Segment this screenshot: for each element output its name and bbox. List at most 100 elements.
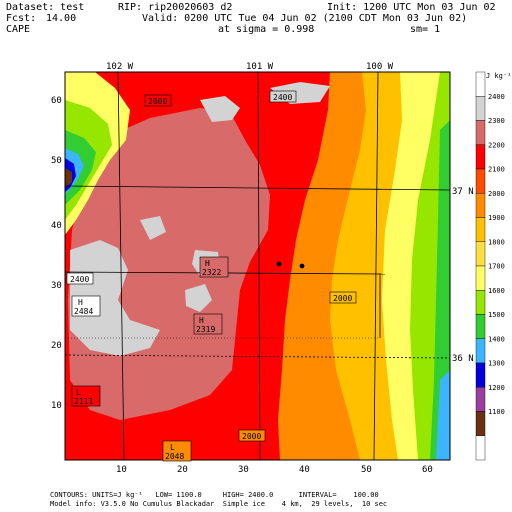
- parallel-36n: [65, 354, 450, 359]
- colorbar-level-label: 1900: [488, 214, 505, 222]
- lon-label-102w: 102 W: [106, 62, 134, 72]
- colorbar-level-label: 1100: [488, 408, 505, 416]
- x-tick-30: 30: [238, 465, 249, 475]
- footer-model-info: Model info: V3.5.0 No Cumulus Blackadar …: [50, 500, 388, 508]
- y-axis: 10 20 30 40 50 60: [51, 96, 62, 411]
- contour-label-2000-top: 2000: [144, 94, 172, 107]
- colorbar-swatch: [475, 314, 486, 339]
- svg-text:H: H: [199, 316, 204, 325]
- colorbar-swatch: [475, 338, 486, 364]
- y-tick-40: 40: [51, 221, 62, 231]
- colorbar-swatch: [475, 411, 486, 436]
- colorbar-swatch: [475, 168, 486, 194]
- colorbar-swatch: [475, 120, 486, 145]
- colorbar-level-label: 1600: [488, 287, 505, 295]
- colorbar-level-label: 1300: [488, 360, 505, 368]
- svg-text:L: L: [170, 443, 175, 452]
- svg-text:2484: 2484: [74, 307, 93, 316]
- station-dot: [299, 263, 305, 269]
- parallel-37n: [65, 185, 450, 191]
- extremum-high: H 2319: [193, 313, 223, 335]
- contour-label-2000-right: 2000: [329, 291, 357, 304]
- fcst-value: 14.00: [46, 13, 77, 24]
- x-tick-10: 10: [116, 465, 127, 475]
- lat-label-36n: 36 N: [452, 354, 474, 364]
- svg-text:2048: 2048: [165, 452, 184, 461]
- x-tick-60: 60: [422, 465, 433, 475]
- lat-label-37n: 37 N: [452, 187, 474, 197]
- colorbar-level-label: 2400: [488, 93, 505, 101]
- colorbar-level-label: 1800: [488, 238, 505, 246]
- svg-text:2400: 2400: [70, 275, 89, 284]
- extremum-high: H 2484: [71, 295, 101, 317]
- colorbar-swatch: [475, 362, 486, 388]
- rip-label: RIP: rip20020603 d2: [118, 2, 233, 13]
- fill-2400-center: [185, 284, 212, 312]
- colorbar-swatch: [475, 193, 486, 218]
- y-tick-10: 10: [51, 401, 62, 411]
- colorbar-unit: J kg⁻¹: [486, 72, 511, 80]
- y-tick-50: 50: [51, 156, 62, 166]
- fill-2400-west: [70, 240, 160, 356]
- colorbar-level-label: 2200: [488, 141, 505, 149]
- svg-text:2000: 2000: [242, 432, 261, 441]
- lon-label-100w: 100 W: [366, 62, 394, 72]
- dataset-label: Dataset: test: [6, 2, 85, 13]
- contour-label-2400-left: 2400: [66, 272, 94, 285]
- svg-text:2000: 2000: [148, 97, 167, 106]
- fill-east-1600: [436, 370, 450, 460]
- meridian-102w: [117, 72, 125, 460]
- contour-label-2400-top: 2400: [269, 90, 297, 103]
- colorbar-level-label: 2000: [488, 190, 505, 198]
- meridian-100w: [373, 72, 379, 460]
- contour-label-2000-bottom: 2000: [238, 429, 266, 442]
- extremum-high: H 2322: [199, 256, 229, 278]
- smoothing-label: sm= 1: [410, 24, 441, 35]
- colorbar-swatch: [475, 265, 486, 291]
- footer-contours: CONTOURS: UNITS=J kg⁻¹ LOW= 1100.0 HIGH=…: [50, 491, 379, 499]
- y-tick-30: 30: [51, 281, 62, 291]
- x-axis: 10 20 30 40 50 60: [116, 465, 433, 475]
- x-tick-20: 20: [177, 465, 188, 475]
- init-label: Init: 1200 UTC Mon 03 Jun 02: [327, 2, 496, 13]
- fcst-label: Fcst:: [6, 13, 37, 24]
- fill-2400-small: [140, 216, 166, 240]
- sigma-label: at sigma = 0.998: [218, 24, 315, 35]
- svg-text:2322: 2322: [202, 268, 221, 277]
- y-tick-20: 20: [51, 341, 62, 351]
- extremum-low: L 2111: [71, 385, 101, 407]
- field-name: CAPE: [6, 24, 31, 35]
- colorbar-swatch: [475, 217, 486, 242]
- colorbar-level-label: 1500: [488, 311, 505, 319]
- colorbar: J kg⁻¹ 2400 2300 2200 2100 2000 1900 1800 1700 1…: [475, 71, 511, 461]
- svg-text:H: H: [205, 259, 210, 268]
- svg-text:L: L: [76, 388, 81, 397]
- y-tick-60: 60: [51, 96, 62, 106]
- x-tick-40: 40: [299, 465, 310, 475]
- fill-2400-upper: [200, 96, 240, 122]
- plot-frame: [64, 71, 451, 461]
- colorbar-swatch: [475, 96, 486, 121]
- svg-text:2111: 2111: [74, 397, 93, 406]
- colorbar-swatch: [475, 435, 486, 461]
- colorbar-level-label: 1400: [488, 335, 505, 343]
- colorbar-level-label: 1700: [488, 263, 505, 271]
- fill-nw-1300: [65, 168, 72, 188]
- x-tick-50: 50: [361, 465, 372, 475]
- station-dot: [276, 261, 282, 267]
- colorbar-level-label: 2300: [488, 117, 505, 125]
- colorbar-level-label: 1200: [488, 384, 505, 392]
- colorbar-level-label: 2100: [488, 166, 505, 174]
- colorbar-swatch: [475, 290, 486, 315]
- svg-text:H: H: [78, 298, 83, 307]
- valid-label: Valid: 0200 UTC Tue 04 Jun 02 (2100 CDT …: [142, 13, 468, 24]
- colorbar-swatch: [475, 387, 486, 412]
- colorbar-swatch: [475, 241, 486, 267]
- cape-field: [65, 72, 450, 460]
- extremum-low: L 2048: [162, 440, 192, 462]
- colorbar-swatch: [475, 144, 486, 170]
- svg-text:2000: 2000: [333, 294, 352, 303]
- svg-text:2400: 2400: [273, 93, 292, 102]
- lon-label-101w: 101 W: [246, 62, 274, 72]
